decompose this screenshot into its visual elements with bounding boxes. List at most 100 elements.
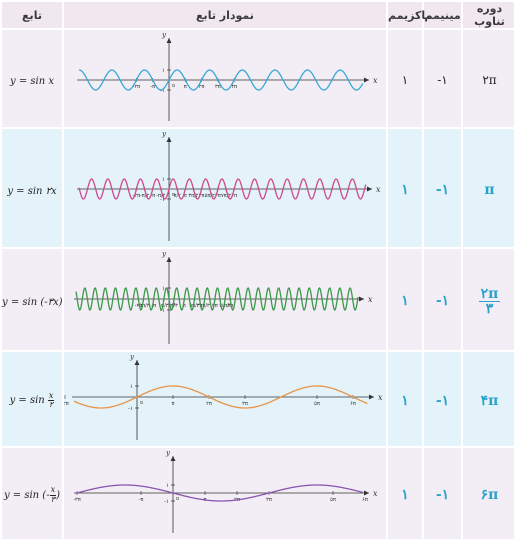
x-tick-label: -π/۲: [140, 193, 149, 199]
min-value: -۱: [435, 293, 450, 309]
header-max: ماکزیمم: [388, 2, 432, 28]
origin-label: o: [172, 192, 175, 198]
max-value: ۱: [401, 392, 409, 409]
min-value: -۱: [435, 181, 450, 198]
origin-label: o: [176, 496, 179, 502]
origin-label: o: [140, 400, 143, 406]
x-tick-label: -π: [150, 193, 155, 199]
max-cell: ۱: [388, 448, 422, 539]
x-tick-label: ۳π: [266, 497, 272, 503]
y-axis-label: y: [161, 31, 167, 39]
x-tick-label: ۵π/۲: [205, 193, 215, 199]
x-tick-label: π: [184, 84, 187, 90]
function-cell: y = sin x: [2, 30, 62, 127]
sine-curve: [73, 385, 368, 409]
origin-label: o: [172, 83, 175, 89]
y-tick-label: ۱: [166, 483, 169, 489]
max-value: ۱: [401, 73, 409, 87]
y-tick-label: ۱: [162, 286, 165, 292]
y-tick-label: -۱: [128, 406, 133, 412]
x-tick-label: ۳π: [215, 193, 221, 199]
table-row: y = sin (-x۳) xy۱-۱o-۳π-ππ۲π۳π۵π۶π۷π ۱ -…: [2, 448, 514, 539]
min-cell: -۱: [424, 129, 461, 247]
x-axis-arrow: [359, 296, 364, 302]
x-tick-label: ۳π/۲: [188, 193, 198, 199]
sine-curve: [78, 69, 364, 91]
x-tick-label: ۵π: [314, 401, 320, 407]
x-tick-label: ۴π: [231, 84, 237, 90]
function-formula: y = sin x: [10, 76, 54, 87]
x-tick-label: π: [171, 401, 174, 407]
x-tick-label: -π/۳: [159, 303, 168, 309]
period-cell: ۶π: [463, 448, 514, 539]
x-tick-label: ۱۱π/۳: [219, 303, 232, 309]
x-tick-label: -π: [151, 303, 156, 309]
y-axis-arrow: [166, 38, 172, 43]
min-cell: -۱: [424, 448, 461, 539]
x-tick-label: ۴π: [231, 193, 237, 199]
y-tick-label: -۱: [160, 197, 165, 203]
period-cell: ۲π: [463, 30, 514, 127]
x-tick-label: π: [183, 303, 186, 309]
function-formula: y = sin ۲x: [7, 185, 57, 197]
x-tick-label: ۲π: [199, 193, 205, 199]
x-tick-label: -۲π: [133, 193, 141, 199]
period-cell: ۲π ۳: [463, 249, 514, 350]
header-min: مینیمم: [424, 2, 461, 28]
table-row: y = sin x۲ x y ۱ -۱ o -۲π π ۲π ۳π ۵π ۶π ۱ -۱ ۴π: [2, 352, 514, 446]
x-tick-label: -۵π/۳: [138, 303, 150, 309]
x-axis-label: x: [368, 295, 373, 304]
period-value: ۶π: [480, 487, 499, 503]
x-tick-label: ۷π/۳: [200, 303, 210, 309]
min-value: -۱: [435, 392, 450, 409]
x-tick-label: π: [184, 193, 187, 199]
sine-graph: xy۱-۱o-۲π -π/۲ -π -π/۲ π/۲ π ۳π/۲ ۲π ۵π/۲ ۳π ۷π/۲ ۴…: [77, 130, 381, 241]
max-cell: ۱: [388, 249, 422, 350]
period-value: ۲π: [482, 73, 497, 87]
function-cell: y = sin (- x ۳): [2, 448, 62, 539]
y-axis-label: y: [161, 130, 167, 138]
graph-cell: x y ۱ -۱ o -۲π -π/۲ -π -π/۲ π/۲ π ۳π/۲ ۲π ۵π/۲ ۳π ۷π/۲ ۴…: [64, 129, 386, 247]
x-tick-label: ۲π: [206, 401, 212, 407]
header-row: تابع نمودار تابع ماکزیمم مینیمم دوره تنا…: [2, 2, 514, 28]
function-cell: y = sin ۲x: [2, 129, 62, 247]
x-axis-label: x: [376, 185, 381, 194]
x-tick-label: π/۳: [170, 303, 178, 309]
x-tick-label: ۲π: [197, 303, 203, 309]
y-axis-label: y: [161, 250, 167, 258]
y-axis-arrow: [134, 360, 140, 365]
sine-curve: [75, 484, 363, 502]
y-tick-label: ۱: [162, 177, 165, 183]
x-axis-label: x: [373, 76, 378, 85]
header-function: تابع: [2, 2, 62, 28]
y-axis-arrow: [170, 456, 176, 461]
x-axis-arrow: [364, 77, 369, 83]
x-axis-label: x: [378, 393, 383, 402]
max-cell: ۱: [388, 129, 422, 247]
x-tick-label: ۶π: [350, 401, 356, 407]
function-formula: y = sin (-۳x): [2, 297, 63, 308]
period-value: ۲π ۳: [478, 286, 501, 317]
header-period: دوره تناوب: [463, 2, 514, 28]
min-value: -۱: [435, 487, 450, 503]
x-tick-label: -۲π: [133, 84, 141, 90]
x-tick-label: -π: [150, 84, 155, 90]
x-tick-label: ۵π: [330, 497, 336, 503]
max-value: ۱: [401, 293, 409, 309]
x-tick-label: ۳π: [242, 401, 248, 407]
x-axis-arrow: [369, 394, 374, 400]
min-cell: -۱: [424, 249, 461, 350]
x-tick-label: ۴π: [227, 303, 233, 309]
table-row: y = sin ۲x x y ۱ -۱ o -۲π -π/۲ -π -π/۲ π/۲ π ۳π/۲ ۲π…: [2, 129, 514, 247]
sine-graph: x y ۱ -۱ o -۲π -π π ۲π ۳π ۴π: [77, 31, 378, 121]
y-tick-label: ۱: [130, 384, 133, 390]
period-value: π: [484, 181, 495, 198]
y-tick-label: -۱: [160, 308, 165, 314]
graph-cell: xy۱-۱o-۳π-ππ۲π۳π۵π۶π۷π: [64, 448, 386, 539]
period-cell: ۴π: [463, 352, 514, 446]
y-axis-arrow: [166, 257, 172, 262]
function-cell: y = sin (-۳x): [2, 249, 63, 350]
table-row: y = sin (-۳x) x y ۱ -۱ o -۲π -۵π/۳ -π -π/۳ π/۳ π ۵π…: [2, 249, 514, 350]
